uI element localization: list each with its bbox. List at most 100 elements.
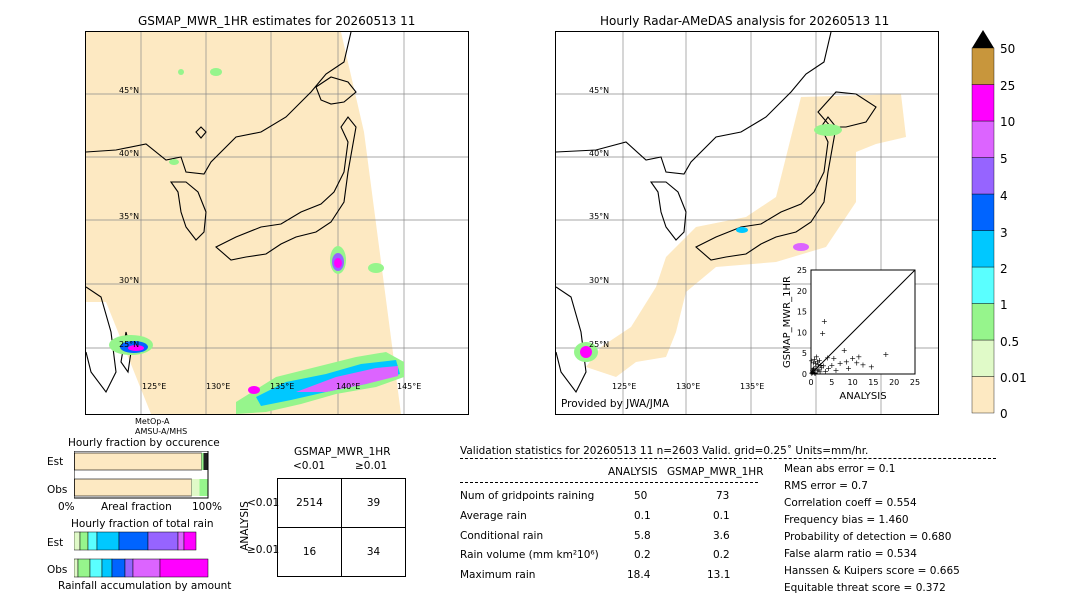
- scatter-point: +: [824, 353, 831, 362]
- scatter-point: +: [813, 363, 820, 372]
- stat-analysis-average-rain: 0.1: [634, 510, 651, 522]
- scatter-point: +: [825, 364, 832, 373]
- colorbar-label-0-5: 0.5: [1000, 335, 1020, 349]
- scatter-point: +: [811, 364, 818, 373]
- scatter-point: +: [809, 366, 816, 375]
- colorbar-label-25: 25: [1000, 79, 1016, 93]
- contingency-row-label-yes: ≥0.01: [247, 544, 280, 556]
- scatter-y-ticks: 0 5 10 15 20 25: [797, 266, 807, 379]
- contingency-cell-ny: 39: [341, 478, 406, 528]
- colorbar-label-5: 5: [1000, 152, 1008, 166]
- scatter-point: +: [828, 361, 835, 370]
- scatter-point: +: [819, 329, 826, 338]
- scatter-point: +: [814, 358, 821, 367]
- scatter-point: +: [853, 358, 860, 367]
- contingency-title: GSMAP_MWR_1HR: [294, 446, 391, 458]
- occurrence-est-bar: [74, 452, 202, 471]
- validation-table-rule: [460, 482, 758, 483]
- left-lat-label-30: 30°N: [119, 276, 140, 285]
- score-hanssen-kuipers: Hanssen & Kuipers score = 0.665: [784, 565, 960, 577]
- scatter-y-tick-label: 20: [797, 287, 807, 296]
- scatter-point: +: [810, 365, 817, 374]
- validation-col-gsmap: GSMAP_MWR_1HR: [667, 466, 764, 478]
- radar-rain-areas: [574, 124, 842, 362]
- left-lat-label-45: 45°N: [119, 86, 140, 95]
- scatter-point: +: [816, 356, 823, 365]
- one-to-one-line: [810, 269, 916, 375]
- colorbar-label-10: 10: [1000, 115, 1016, 129]
- total-rain-axis-label: Rainfall accumulation by amount: [58, 580, 232, 592]
- occurrence-obs-light: [191, 479, 200, 496]
- left-lat-label-25: 25°N: [119, 340, 140, 349]
- scatter-point: +: [868, 363, 875, 372]
- scatter-point: +: [822, 367, 829, 376]
- left-lon-label-140: 140°E: [336, 382, 361, 391]
- scatter-point: +: [831, 354, 838, 363]
- colorbar-cell: [971, 193, 995, 231]
- scatter-y-tick-label: 0: [802, 370, 807, 379]
- right-lon-label-130: 130°E: [676, 382, 701, 391]
- colorbar-label-0-01: 0.01: [1000, 371, 1027, 385]
- scatter-point: +: [813, 353, 820, 362]
- stat-label-conditional-rain: Conditional rain: [460, 530, 544, 542]
- occurrence-axis-left: 0%: [58, 501, 75, 513]
- validation-col-analysis: ANALYSIS: [608, 466, 658, 478]
- scatter-point: +: [812, 359, 819, 368]
- occurrence-est-light: [201, 453, 204, 470]
- left-lat-label-35: 35°N: [119, 212, 140, 221]
- scatter-y-tick-label: 10: [797, 328, 807, 337]
- stat-label-maximum-rain: Maximum rain: [460, 569, 536, 581]
- satellite-label: MetOp-A: [135, 417, 170, 426]
- stat-gsmap-average-rain: 0.1: [713, 510, 730, 522]
- colorbar-cell: [971, 230, 995, 268]
- left-lon-label-130: 130°E: [206, 382, 231, 391]
- occurrence-obs-bar: [74, 478, 192, 497]
- right-lon-label-135: 135°E: [740, 382, 765, 391]
- stat-gsmap-conditional-rain: 3.6: [713, 530, 730, 542]
- scatter-y-tick-label: 15: [797, 308, 807, 317]
- left-lon-label-135: 135°E: [270, 382, 295, 391]
- colorbar-cell: [971, 303, 995, 341]
- contingency-col-label-no: <0.01: [293, 460, 326, 472]
- score-correlation: Correlation coeff = 0.554: [784, 497, 917, 509]
- right-lat-label-25: 25°N: [589, 340, 610, 349]
- scatter-point: +: [816, 365, 823, 374]
- score-probability-detection: Probability of detection = 0.680: [784, 531, 952, 543]
- scatter-x-tick-label: 15: [868, 378, 878, 387]
- colorbar-cell: [971, 157, 995, 195]
- total-rain-bars: [74, 531, 209, 578]
- scatter-point: +: [811, 355, 818, 364]
- scatter-point: +: [883, 350, 890, 359]
- left-map-canvas: [86, 32, 468, 414]
- scatter-point: +: [820, 362, 827, 371]
- score-mean-abs-error: Mean abs error = 0.1: [784, 463, 896, 475]
- scatter-point: +: [843, 358, 850, 367]
- scatter-y-tick-label: 5: [802, 349, 807, 358]
- total-rain-row-obs: Obs: [47, 564, 68, 576]
- score-frequency-bias: Frequency bias = 1.460: [784, 514, 909, 526]
- colorbar-cell: [971, 84, 995, 122]
- stat-analysis-rain-volume: 0.2: [634, 549, 651, 561]
- scatter-y-tick-label: 25: [797, 266, 807, 275]
- left-map-title: GSMAP_MWR_1HR estimates for 20260513 11: [138, 14, 416, 28]
- occurrence-est-heavy: [203, 453, 208, 470]
- right-coastlines: [556, 32, 877, 394]
- stat-label-rain-volume: Rain volume (mm km²10⁶): [460, 549, 599, 561]
- validation-header: Validation statistics for 20260513 11 n=…: [460, 445, 869, 457]
- stat-analysis-num-gridpoints: 50: [634, 490, 648, 502]
- colorbar: [971, 30, 995, 414]
- score-false-alarm-ratio: False alarm ratio = 0.534: [784, 548, 917, 560]
- occurrence-axis-mid: Areal fraction: [101, 501, 172, 513]
- right-gridlines: [556, 32, 938, 414]
- scatter-point: +: [860, 360, 867, 369]
- radar-coverage-area: [586, 94, 906, 377]
- colorbar-label-3: 3: [1000, 226, 1008, 240]
- right-map-canvas: [556, 32, 938, 414]
- colorbar-label-1: 1: [1000, 298, 1008, 312]
- stat-gsmap-maximum-rain: 13.1: [707, 569, 731, 581]
- scatter-point: +: [810, 358, 817, 367]
- colorbar-cell: [971, 120, 995, 158]
- scatter-point: +: [833, 366, 840, 375]
- occurrence-row-obs: Obs: [47, 484, 68, 496]
- contingency-cell-yy: 34: [341, 527, 406, 577]
